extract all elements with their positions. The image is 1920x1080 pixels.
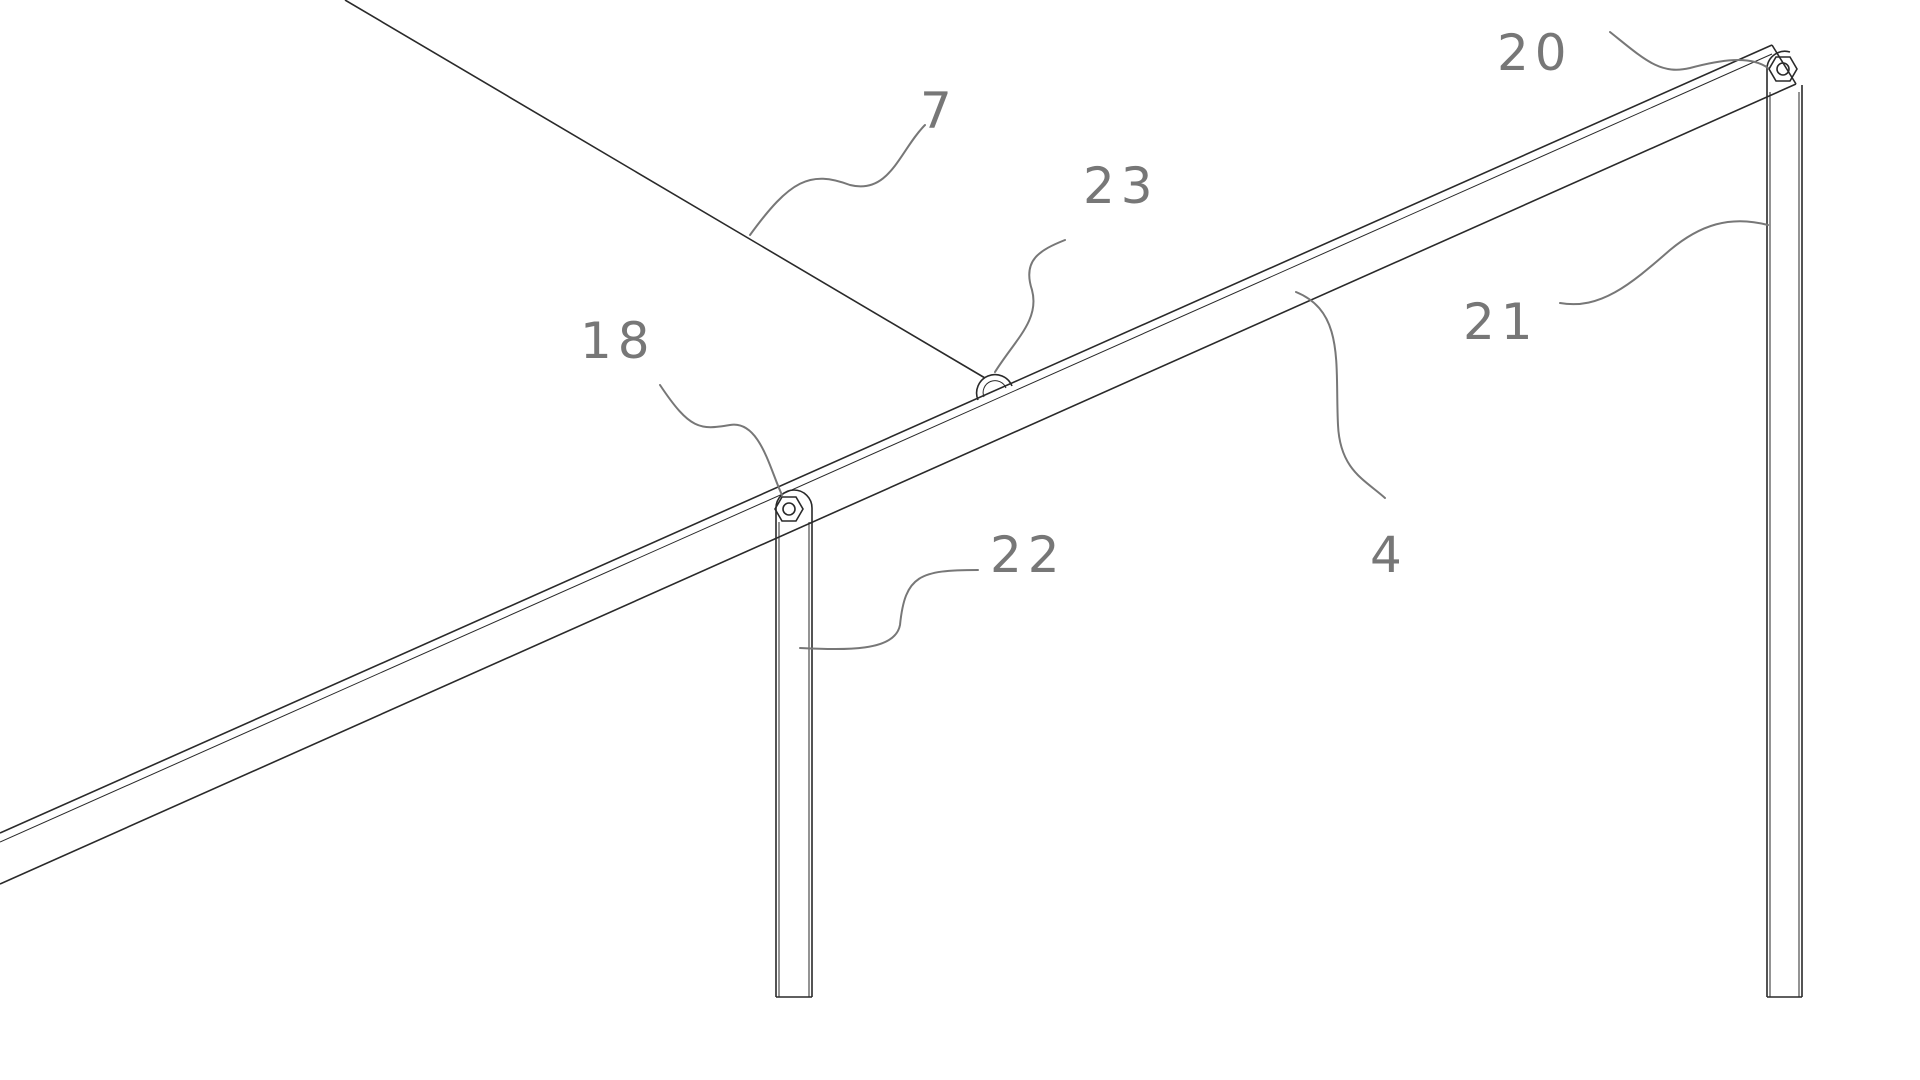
label-pulley: 23 [1083,157,1159,215]
label-left-post: 22 [990,526,1066,584]
pulley-wheel [975,373,1013,401]
label-cable: 7 [920,82,958,140]
leader-lines [659,31,1769,651]
right-post [1766,50,1803,998]
left-post [775,489,813,998]
hex-nut-bolt-icon [1768,56,1798,82]
beam-top-edge [0,44,1773,834]
reference-numerals: 7 23 18 20 21 22 4 [580,24,1573,584]
pulley-inner [982,380,1007,398]
left-post-rounded-top [775,489,813,522]
leader-left-post [799,569,979,651]
leader-beam [1295,291,1386,499]
cable [344,0,986,379]
hex-nut-bolt-icon [774,496,804,522]
leader-left-pivot [659,384,783,496]
leader-cable [749,124,926,236]
pulley [975,373,1013,401]
beam-bottom-edge [0,83,1797,885]
leader-pulley [994,239,1066,373]
leader-right-post [1559,220,1769,306]
label-left-pivot: 18 [580,312,656,370]
label-right-post: 21 [1463,293,1539,351]
beam [0,44,1797,885]
label-beam: 4 [1370,526,1408,584]
label-right-pivot: 20 [1497,24,1573,82]
beam-inner-edge [0,53,1773,843]
leader-right-pivot [1609,31,1769,71]
